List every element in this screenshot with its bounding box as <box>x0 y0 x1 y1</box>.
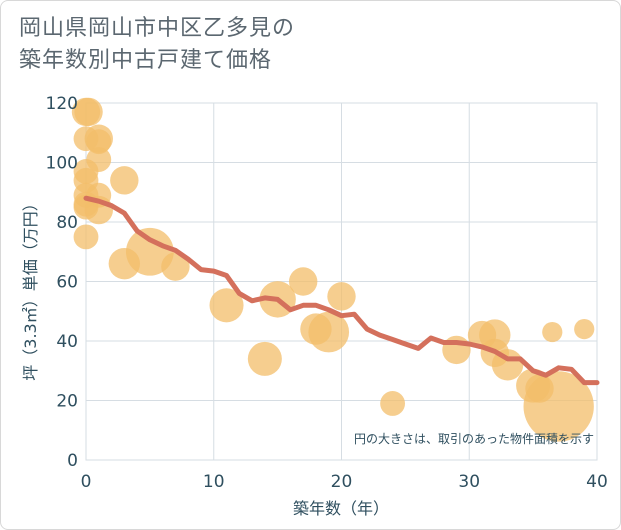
bubble-point <box>442 335 471 365</box>
y-tick-label: 60 <box>56 273 78 293</box>
bubble-point <box>523 371 594 442</box>
x-tick-label: 20 <box>331 472 353 492</box>
x-tick-label: 40 <box>586 472 608 492</box>
bubble-point <box>209 288 244 323</box>
x-tick-label: 30 <box>458 472 480 492</box>
grid-lines <box>85 102 598 461</box>
bubble-point <box>574 319 595 340</box>
chart-title-line-1: 岡山県岡山市中区乙多見の <box>19 16 296 41</box>
bubble-point <box>380 391 406 416</box>
x-axis-label: 築年数（年） <box>293 499 389 518</box>
bubble-point <box>86 147 112 172</box>
bubble-point <box>73 224 99 250</box>
trend-line <box>83 195 600 386</box>
bubble-point <box>288 267 318 296</box>
trend-line-group <box>83 195 600 386</box>
y-tick-label: 120 <box>46 94 78 114</box>
x-tick-label: 10 <box>203 472 225 492</box>
y-tick-label: 80 <box>56 213 78 233</box>
bubble-point <box>110 166 139 195</box>
chart-title: 岡山県岡山市中区乙多見の 築年数別中古戸建て価格 <box>19 13 295 77</box>
chart-title-line-2: 築年数別中古戸建て価格 <box>19 48 273 73</box>
y-tick-label: 40 <box>56 332 78 352</box>
bubble-point <box>542 321 563 343</box>
y-tick-label: 0 <box>67 451 78 471</box>
y-axis-label: 坪（3.3㎡）単価（万円） <box>21 195 40 380</box>
x-tick-label: 0 <box>81 472 92 492</box>
bubble-point <box>308 311 350 353</box>
bubble-point <box>327 282 356 311</box>
tick-labels: 0 20 40 60 80 100 120 0 10 20 30 40 <box>46 94 608 492</box>
area-note: 円の大きさは、取引のあった物件面積を示す <box>354 431 594 446</box>
y-tick-label: 20 <box>56 392 78 412</box>
bubble-point <box>74 97 103 127</box>
bubble-point <box>161 252 190 281</box>
y-tick-label: 100 <box>46 154 78 174</box>
bubbles <box>71 97 595 442</box>
bubble-point <box>247 341 282 376</box>
bubble-point <box>86 129 112 155</box>
